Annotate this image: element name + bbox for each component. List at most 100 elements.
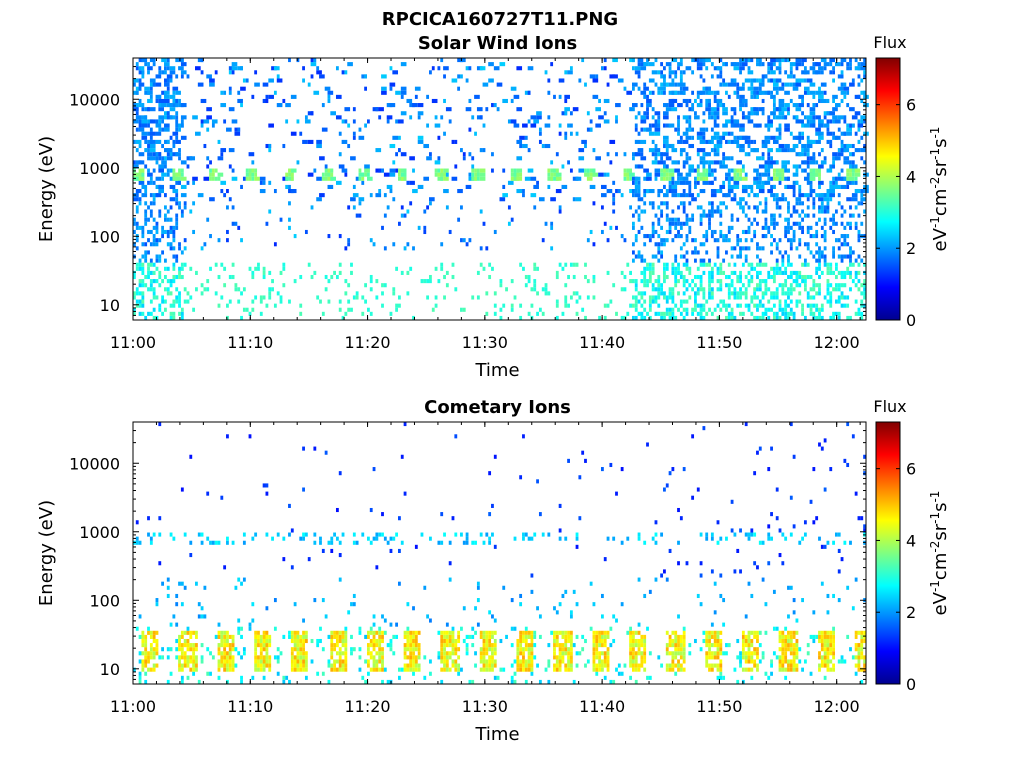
heatmap-cell bbox=[615, 618, 618, 623]
heatmap-cell bbox=[615, 152, 618, 157]
heatmap-cell bbox=[708, 168, 711, 173]
heatmap-cell bbox=[417, 647, 421, 652]
heatmap-cell bbox=[293, 279, 297, 284]
heatmap-cell bbox=[764, 201, 768, 206]
heatmap-cell bbox=[434, 123, 441, 128]
heatmap-cell bbox=[378, 659, 382, 664]
heatmap-cell bbox=[527, 663, 531, 668]
heatmap-cell bbox=[161, 250, 165, 255]
heatmap-cell bbox=[730, 156, 734, 161]
heatmap-cell bbox=[265, 630, 269, 635]
heatmap-cell bbox=[138, 266, 142, 271]
heatmap-cell bbox=[722, 152, 726, 157]
heatmap-cell bbox=[313, 540, 317, 545]
heatmap-cell bbox=[149, 279, 153, 284]
heatmap-cell bbox=[849, 221, 852, 226]
heatmap-cell bbox=[527, 655, 531, 660]
heatmap-cell bbox=[727, 189, 734, 194]
heatmap-cell bbox=[665, 667, 669, 672]
heatmap-cell bbox=[781, 311, 785, 316]
heatmap-cell bbox=[671, 307, 675, 312]
heatmap-cell bbox=[584, 274, 587, 280]
heatmap-cell bbox=[166, 209, 170, 214]
heatmap-cell bbox=[663, 152, 669, 157]
heatmap-cell bbox=[149, 258, 153, 263]
heatmap-cell bbox=[846, 315, 850, 320]
heatmap-cell bbox=[688, 164, 695, 169]
heatmap-cell bbox=[739, 176, 742, 181]
heatmap-cell bbox=[702, 426, 706, 431]
heatmap-cell bbox=[789, 270, 793, 275]
heatmap-cell bbox=[747, 655, 751, 660]
heatmap-cell bbox=[479, 532, 483, 537]
heatmap-cell bbox=[702, 160, 709, 165]
heatmap-cell bbox=[756, 287, 759, 292]
heatmap-cell bbox=[775, 221, 779, 226]
heatmap-cell bbox=[750, 299, 754, 304]
heatmap-cell bbox=[172, 246, 176, 251]
heatmap-cell bbox=[688, 98, 692, 104]
heatmap-cell bbox=[699, 98, 703, 104]
heatmap-cell bbox=[657, 246, 661, 251]
heatmap-cell bbox=[352, 532, 356, 537]
heatmap-cell bbox=[713, 119, 717, 124]
heatmap-cell bbox=[138, 103, 142, 108]
heatmap-cell bbox=[600, 193, 607, 198]
heatmap-cell bbox=[792, 209, 796, 214]
heatmap-cell bbox=[671, 184, 678, 189]
heatmap-cell bbox=[730, 315, 734, 320]
heatmap-cell bbox=[815, 242, 819, 247]
heatmap-cell bbox=[606, 663, 610, 668]
heatmap-cell bbox=[789, 274, 793, 280]
heatmap-cell bbox=[178, 638, 181, 644]
heatmap-cell bbox=[784, 311, 788, 316]
heatmap-cell bbox=[141, 630, 145, 635]
heatmap-cell bbox=[180, 602, 184, 607]
heatmap-cell bbox=[713, 148, 717, 153]
heatmap-cell bbox=[254, 663, 258, 668]
heatmap-cell bbox=[530, 659, 534, 664]
heatmap-cell bbox=[476, 622, 480, 627]
heatmap-cell bbox=[169, 532, 173, 537]
heatmap-cell bbox=[826, 209, 830, 214]
heatmap-cell bbox=[223, 663, 227, 668]
heatmap-cell bbox=[378, 630, 382, 635]
heatmap-cell bbox=[507, 205, 511, 210]
heatmap-cell bbox=[651, 254, 655, 259]
heatmap-cell bbox=[155, 123, 162, 128]
heatmap-cell bbox=[522, 634, 525, 639]
heatmap-cell bbox=[708, 638, 711, 644]
heatmap-cell bbox=[849, 66, 852, 71]
heatmap-cell bbox=[493, 454, 497, 459]
heatmap-cell bbox=[744, 667, 748, 672]
heatmap-cell bbox=[823, 246, 827, 251]
heatmap-cell bbox=[784, 299, 788, 304]
heatmap-cell bbox=[135, 111, 139, 116]
heatmap-cell bbox=[262, 647, 266, 652]
heatmap-cell bbox=[730, 499, 734, 504]
heatmap-cell bbox=[333, 647, 336, 652]
heatmap-cell bbox=[381, 655, 384, 660]
heatmap-cell bbox=[296, 667, 300, 672]
heatmap-cell bbox=[643, 242, 647, 247]
heatmap-cell bbox=[169, 279, 173, 284]
heatmap-cell bbox=[592, 242, 596, 247]
heatmap-cell bbox=[502, 585, 506, 590]
heatmap-cell bbox=[409, 630, 413, 635]
heatmap-cell bbox=[640, 90, 647, 95]
heatmap-cell bbox=[772, 86, 779, 91]
heatmap-cell bbox=[186, 647, 190, 652]
heatmap-cell bbox=[265, 98, 269, 104]
heatmap-cell bbox=[682, 643, 686, 648]
heatmap-cell bbox=[135, 139, 142, 144]
heatmap-cell bbox=[186, 74, 190, 79]
heatmap-cell bbox=[533, 655, 537, 660]
heatmap-cell bbox=[733, 262, 737, 267]
heatmap-cell bbox=[739, 62, 742, 67]
heatmap-cell bbox=[753, 651, 757, 656]
heatmap-cell bbox=[175, 119, 179, 124]
heatmap-cell bbox=[338, 577, 342, 582]
heatmap-cell bbox=[677, 139, 683, 144]
heatmap-cell bbox=[316, 176, 322, 181]
heatmap-cell bbox=[223, 667, 227, 672]
